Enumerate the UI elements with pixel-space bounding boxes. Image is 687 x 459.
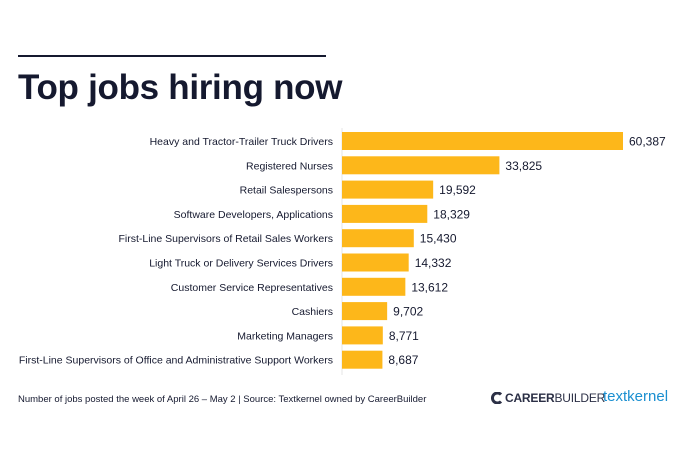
bar <box>342 204 428 223</box>
value-label: 18,329 <box>433 207 470 221</box>
value-label: 9,702 <box>393 305 423 319</box>
value-label: 15,430 <box>420 232 457 246</box>
category-label: Light Truck or Delivery Services Drivers <box>149 258 333 270</box>
textkernel-logo: textkernel <box>603 388 669 405</box>
category-label: Cashiers <box>292 306 333 318</box>
value-label: 19,592 <box>439 183 476 197</box>
bar <box>342 156 500 175</box>
value-label: 8,771 <box>389 329 419 343</box>
value-label: 60,387 <box>629 135 666 149</box>
bar <box>342 350 383 369</box>
value-label: 8,687 <box>388 353 418 367</box>
bar <box>342 302 388 321</box>
category-label: Software Developers, Applications <box>174 209 333 221</box>
value-label: 14,332 <box>415 256 452 270</box>
category-label: Registered Nurses <box>246 160 333 172</box>
bar <box>342 326 383 345</box>
careerbuilder-icon <box>491 392 503 404</box>
category-label: Heavy and Tractor-Trailer Truck Drivers <box>150 136 333 148</box>
value-label: 13,612 <box>411 280 448 294</box>
category-label: Marketing Managers <box>237 330 333 342</box>
category-label: First-Line Supervisors of Office and Adm… <box>19 355 333 367</box>
careerbuilder-logo: CAREERBUILDER <box>491 391 605 405</box>
source-note: Number of jobs posted the week of April … <box>18 394 427 405</box>
value-label: 33,825 <box>505 159 542 173</box>
bar <box>342 132 623 150</box>
category-label: First-Line Supervisors of Retail Sales W… <box>118 233 333 245</box>
page-title: Top jobs hiring now <box>18 68 343 107</box>
bar <box>342 180 434 199</box>
bar <box>342 277 406 296</box>
bar <box>342 253 409 272</box>
bar-chart: Heavy and Tractor-Trailer Truck Drivers 6… <box>19 128 666 375</box>
category-label: Retail Salespersons <box>240 185 333 197</box>
bar <box>342 229 414 248</box>
title-rule <box>18 55 326 57</box>
category-label: Customer Service Representatives <box>171 282 333 294</box>
